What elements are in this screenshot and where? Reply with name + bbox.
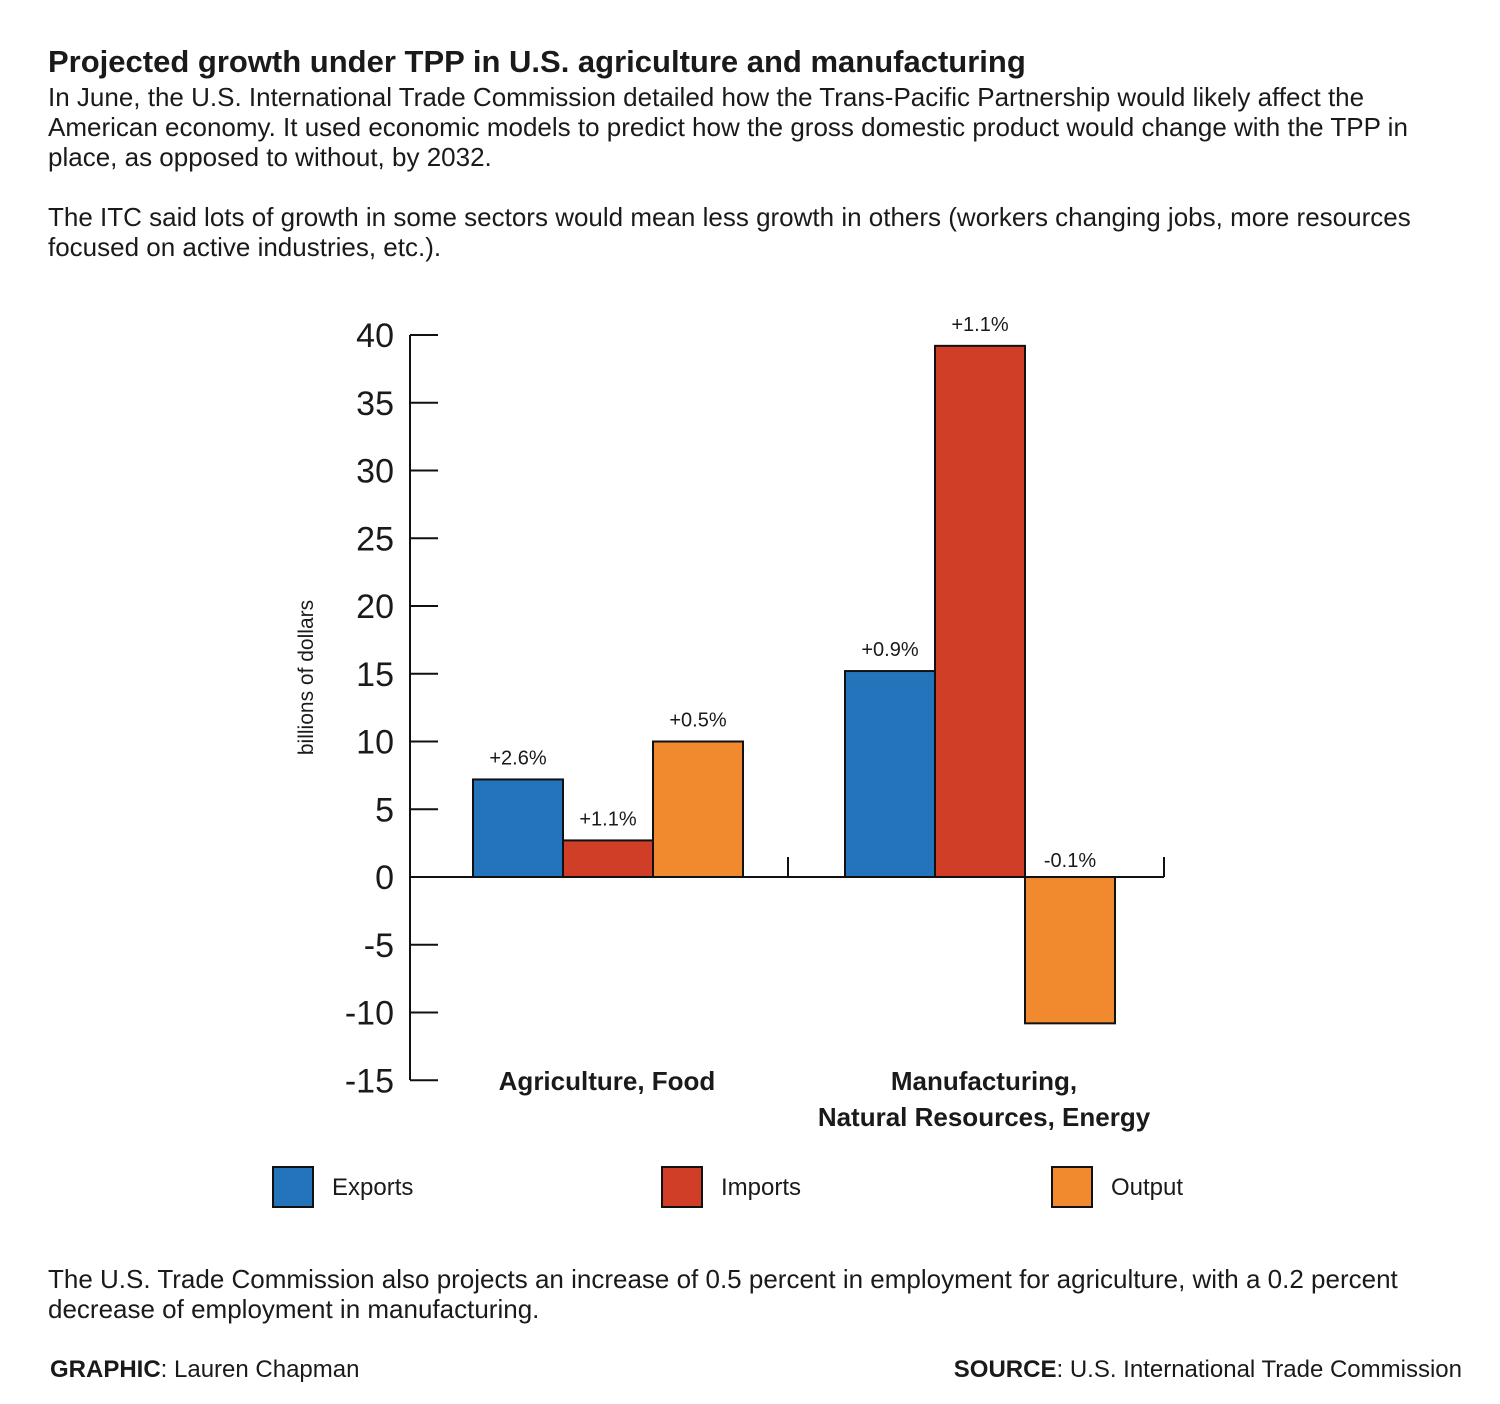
legend-swatch-imports: [661, 1166, 703, 1208]
data-label: +2.6%: [489, 747, 546, 769]
bar-output-0: [652, 740, 744, 878]
bar-output-1: [1024, 876, 1116, 1025]
category-label: Natural Resources, Energy: [818, 1102, 1151, 1132]
y-tick-label: 35: [356, 385, 394, 423]
data-label: +1.1%: [951, 314, 1008, 336]
y-tick-label: -15: [345, 1062, 394, 1100]
legend-label-exports: Exports: [332, 1174, 414, 1201]
bar-exports-0: [472, 778, 564, 878]
source-credit: SOURCE: U.S. International Trade Commiss…: [954, 1356, 1462, 1384]
bar-chart: 40 35 30 25 20 15 10 5 0 -5 -10 -15 billions of doll…: [295, 314, 1165, 1132]
y-tick-label: 20: [356, 588, 394, 626]
y-tick-label: 15: [356, 656, 394, 694]
data-label: +1.1%: [579, 808, 636, 830]
graphic-credit-label: GRAPHIC: [50, 1356, 161, 1383]
y-tick-label: 40: [356, 317, 394, 355]
chart-title: Projected growth under TPP in U.S. agric…: [48, 44, 1026, 79]
y-tick-label: 0: [375, 859, 394, 897]
y-tick-label: 5: [375, 791, 394, 829]
graphic-credit: GRAPHIC: Lauren Chapman: [50, 1356, 359, 1384]
legend-label-imports: Imports: [721, 1174, 802, 1201]
data-label: -0.1%: [1044, 850, 1096, 872]
bar-imports-0: [562, 839, 654, 878]
y-tick-label: -5: [364, 927, 394, 965]
intro-paragraph-2: The ITC said lots of growth in some sect…: [48, 202, 1411, 262]
graphic-credit-name: : Lauren Chapman: [160, 1356, 360, 1383]
category-label: Manufacturing,: [891, 1066, 1077, 1096]
legend-swatch-output: [1051, 1166, 1093, 1208]
intro-paragraph-1: In June, the U.S. International Trade Co…: [48, 82, 1408, 172]
closing-paragraph: The U.S. Trade Commission also projects …: [48, 1264, 1398, 1324]
y-tick-label: -10: [345, 995, 394, 1033]
category-label: Agriculture, Food: [499, 1066, 716, 1096]
bar-imports-1: [934, 344, 1026, 878]
y-tick-label: 10: [356, 724, 394, 762]
y-tick-label: 30: [356, 453, 394, 491]
y-tick-label: 25: [356, 520, 394, 558]
source-credit-label: SOURCE: [953, 1356, 1057, 1383]
bar-exports-1: [844, 670, 936, 879]
y-axis-label: billions of dollars: [295, 600, 318, 755]
source-credit-name: : U.S. International Trade Commission: [1056, 1356, 1462, 1383]
legend-swatch-exports: [272, 1166, 314, 1208]
data-label: +0.5%: [669, 710, 726, 732]
legend-label-output: Output: [1111, 1174, 1184, 1201]
data-label: +0.9%: [861, 639, 918, 661]
